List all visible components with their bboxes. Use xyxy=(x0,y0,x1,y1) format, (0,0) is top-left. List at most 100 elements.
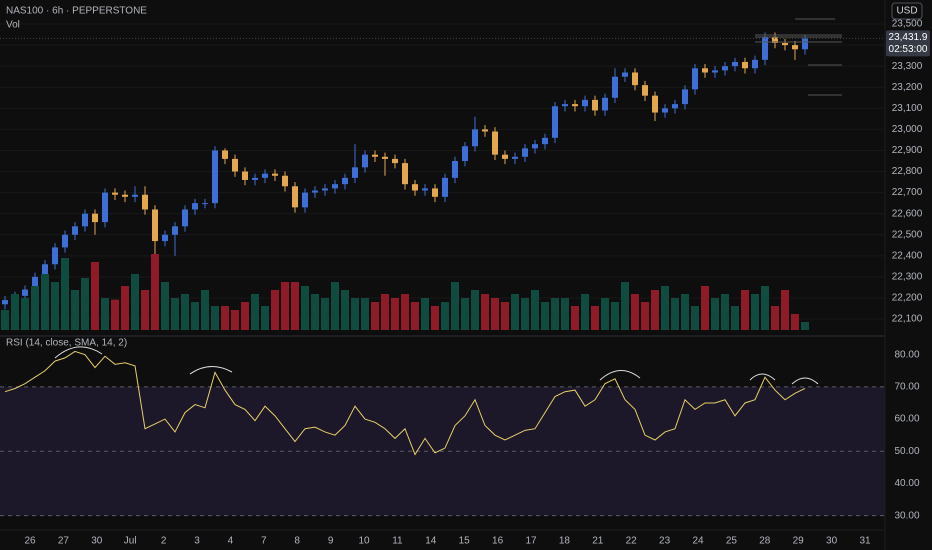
candle-body xyxy=(312,190,318,193)
volume-bar xyxy=(191,302,199,330)
volume-bar xyxy=(61,258,69,330)
candle-body xyxy=(342,177,348,185)
y-tick-label: 22,300 xyxy=(892,272,923,283)
volume-bar xyxy=(641,302,649,330)
candle-body xyxy=(712,70,718,73)
candle-body xyxy=(602,97,608,111)
candle-body xyxy=(682,89,688,105)
volume-bar xyxy=(791,314,799,330)
volume-bar xyxy=(451,282,459,330)
candle-body xyxy=(492,131,498,155)
candle-body xyxy=(672,104,678,109)
volume-bar xyxy=(531,290,539,330)
x-tick-label: 22 xyxy=(626,536,638,547)
volume-bar xyxy=(431,306,439,330)
volume-bar xyxy=(611,302,619,330)
candle-body xyxy=(412,184,418,191)
y-tick-label: 22,700 xyxy=(892,187,923,198)
symbol-title[interactable]: NAS100 · 6h · PEPPERSTONE xyxy=(6,6,147,17)
volume-bar xyxy=(121,286,129,330)
candle-body xyxy=(592,99,598,111)
candle-body xyxy=(232,158,238,172)
candle-body xyxy=(632,72,638,86)
candle-body xyxy=(82,213,88,227)
candle-body xyxy=(752,59,758,69)
candle-body xyxy=(782,42,788,46)
y-tick-label: 23,500 xyxy=(892,19,923,30)
candle-body xyxy=(542,137,548,145)
volume-bar xyxy=(261,306,269,330)
x-tick-label: 28 xyxy=(759,536,771,547)
candle-body xyxy=(472,129,478,147)
volume-bar xyxy=(631,294,639,330)
volume-label[interactable]: Vol xyxy=(6,20,20,31)
x-tick-label: 14 xyxy=(425,536,437,547)
candle-body xyxy=(772,36,778,43)
volume-bar xyxy=(731,306,739,330)
volume-bar xyxy=(411,302,419,330)
currency[interactable]: USD xyxy=(896,6,917,17)
y-tick-label: 22,600 xyxy=(892,208,923,219)
volume-bar xyxy=(471,290,479,330)
annotation-arcs xyxy=(54,346,819,385)
candle-body xyxy=(32,276,38,290)
rsi-title[interactable]: RSI (14, close, SMA, 14, 2) xyxy=(6,338,127,349)
volume-bar xyxy=(421,298,429,330)
volume-bar xyxy=(271,290,279,330)
y-tick-label: 22,900 xyxy=(892,145,923,156)
x-tick-label: 24 xyxy=(692,536,704,547)
candle-body xyxy=(192,203,198,210)
volume-bar xyxy=(551,298,559,330)
volume-bar xyxy=(71,290,79,330)
volume-bar xyxy=(211,306,219,330)
candle-body xyxy=(262,173,268,178)
last-price-box xyxy=(886,30,930,57)
volume-bar xyxy=(161,282,169,330)
x-tick-label: 16 xyxy=(492,536,504,547)
volume-bar xyxy=(501,302,509,330)
y-tick-label: 30.00 xyxy=(894,510,919,521)
volume-bar xyxy=(691,306,699,330)
countdown: 02:53:00 xyxy=(889,44,928,55)
candle-body xyxy=(622,72,628,77)
x-tick-label: 30 xyxy=(91,536,103,547)
candle-body xyxy=(652,95,658,113)
candle-body xyxy=(372,154,378,157)
volume-bar xyxy=(11,294,19,330)
y-tick-label: 23,000 xyxy=(892,124,923,135)
x-tick-label: 25 xyxy=(726,536,738,547)
volume-bar xyxy=(1,310,9,330)
candle-body xyxy=(222,150,228,159)
candle-body xyxy=(702,68,708,73)
candle-body xyxy=(522,148,528,157)
volume-bar xyxy=(781,290,789,330)
candle-body xyxy=(282,175,288,187)
y-tick-label: 23,100 xyxy=(892,103,923,114)
volume-bar xyxy=(171,298,179,330)
candle-body xyxy=(512,156,518,159)
last-price-label: 23,431.9 xyxy=(889,32,928,43)
volume-bar xyxy=(481,294,489,330)
candle-body xyxy=(62,234,68,248)
x-tick-label: 21 xyxy=(592,536,604,547)
candle-body xyxy=(502,154,508,159)
candle-body xyxy=(182,209,188,227)
x-tick-label: 9 xyxy=(328,536,334,547)
x-tick-label: 30 xyxy=(826,536,838,547)
currency-box[interactable] xyxy=(891,2,923,20)
candle-body xyxy=(162,234,168,242)
volume-bar xyxy=(321,298,329,330)
candle-body xyxy=(292,186,298,208)
volume-bar xyxy=(521,298,529,330)
volume-bar xyxy=(711,298,719,330)
candle-body xyxy=(792,45,798,50)
volume-bar xyxy=(801,322,809,330)
candle-body xyxy=(642,85,648,96)
volume-bar xyxy=(461,298,469,330)
candle-body xyxy=(72,226,78,235)
candle-body xyxy=(462,146,468,161)
candle-body xyxy=(2,300,8,305)
x-tick-label: 27 xyxy=(58,536,70,547)
y-tick-label: 22,400 xyxy=(892,250,923,261)
